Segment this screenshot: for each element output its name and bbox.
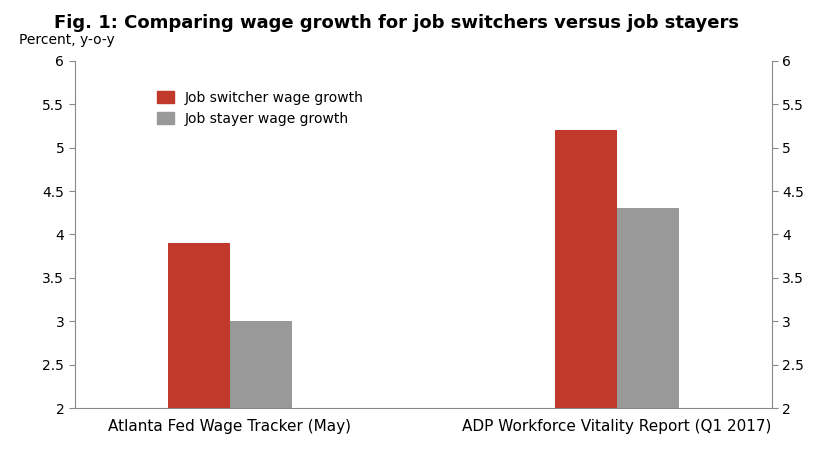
- Bar: [230, 321, 291, 408]
- Text: Fig. 1: Comparing wage growth for job switchers versus job stayers: Fig. 1: Comparing wage growth for job sw…: [54, 14, 739, 32]
- Legend: Job switcher wage growth, Job stayer wage growth: Job switcher wage growth, Job stayer wag…: [151, 85, 369, 131]
- Text: Percent, y-o-y: Percent, y-o-y: [19, 33, 115, 47]
- Bar: [555, 130, 617, 408]
- Bar: [168, 243, 230, 408]
- Bar: [617, 209, 679, 408]
